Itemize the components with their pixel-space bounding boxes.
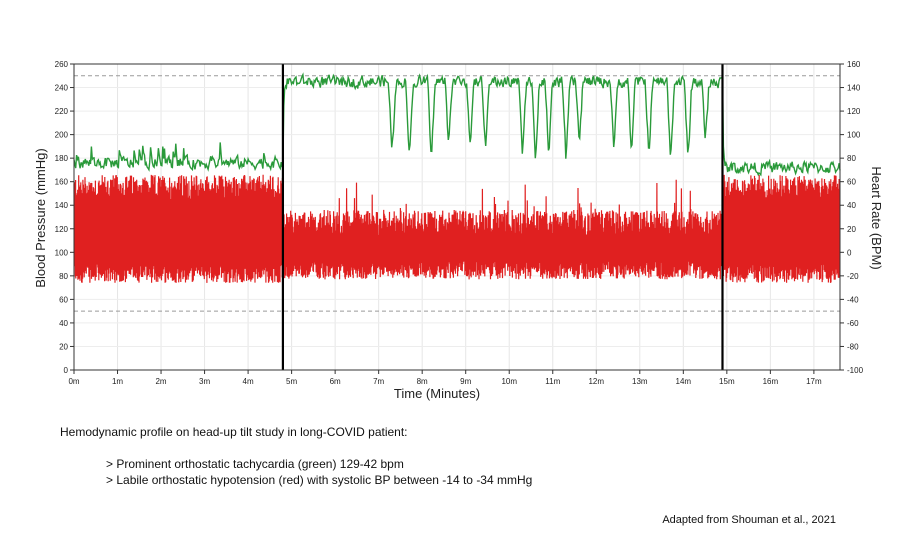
left-axis-title: Blood Pressure (mmHg) (33, 148, 48, 287)
x-tick-label: 5m (286, 377, 297, 386)
x-tick-label: 6m (330, 377, 341, 386)
axis-ticks: 0m 1m 2m 3m 4m 5m 6m 7m 8m 9m 10m 11m 12m 13m 14m 15m 16… (55, 60, 864, 386)
heart-rate-trace (73, 72, 841, 177)
y-left-tick-label: 80 (59, 272, 68, 281)
y-right-tick-label: 20 (847, 225, 856, 234)
y-right-tick-label: -100 (847, 366, 864, 375)
y-left-tick-label: 140 (55, 201, 69, 210)
caption-bullet-hypotension: > Labile orthostatic hypotension (red) w… (106, 473, 533, 487)
y-right-tick-label: -20 (847, 272, 859, 281)
y-left-tick-label: 120 (55, 225, 69, 234)
y-right-tick-label: 80 (847, 154, 856, 163)
x-tick-label: 9m (460, 377, 471, 386)
y-left-tick-label: 220 (55, 107, 69, 116)
x-tick-label: 12m (588, 377, 604, 386)
x-tick-label: 4m (243, 377, 254, 386)
y-left-tick-label: 20 (59, 342, 68, 351)
x-tick-label: 17m (806, 377, 822, 386)
blood-pressure-trace (73, 174, 841, 283)
x-tick-label: 1m (112, 377, 123, 386)
x-tick-label: 15m (719, 377, 735, 386)
y-right-tick-label: 160 (847, 60, 861, 69)
y-right-tick-label: -40 (847, 295, 859, 304)
y-left-tick-label: 0 (64, 366, 69, 375)
y-left-tick-label: 200 (55, 131, 69, 140)
y-left-tick-label: 240 (55, 84, 69, 93)
blood-pressure-series (73, 174, 841, 283)
x-tick-label: 11m (545, 377, 560, 386)
y-left-tick-label: 40 (59, 319, 68, 328)
y-right-tick-label: 60 (847, 178, 856, 187)
y-right-tick-label: 100 (847, 131, 861, 140)
heart-rate-series (73, 72, 841, 177)
source-credit: Adapted from Shouman et al., 2021 (662, 514, 836, 526)
tilt-event-markers (281, 64, 724, 370)
x-tick-label: 10m (501, 377, 517, 386)
x-tick-label: 16m (763, 377, 779, 386)
right-axis-title: Heart Rate (BPM) (869, 166, 884, 269)
y-left-tick-label: 100 (55, 248, 69, 257)
plot-border (73, 63, 841, 371)
x-tick-label: 13m (632, 377, 648, 386)
y-left-tick-label: 160 (55, 178, 69, 187)
x-tick-label: 14m (676, 377, 692, 386)
y-right-tick-label: -60 (847, 319, 859, 328)
y-right-tick-label: 40 (847, 201, 856, 210)
y-left-tick-label: 260 (55, 60, 69, 69)
x-tick-label: 2m (155, 377, 166, 386)
x-tick-label: 3m (199, 377, 210, 386)
plot-frame (73, 63, 841, 371)
caption-bullet-tachycardia: > Prominent orthostatic tachycardia (gre… (106, 457, 404, 471)
hemodynamic-chart: 0m 1m 2m 3m 4m 5m 6m 7m 8m 9m 10m 11m 12m 13m 14m 15m 16… (33, 60, 884, 401)
y-right-tick-label: 140 (847, 84, 861, 93)
x-axis-title: Time (Minutes) (394, 386, 480, 401)
x-tick-label: 0m (68, 377, 79, 386)
y-right-tick-label: -80 (847, 342, 859, 351)
y-right-tick-label: 0 (847, 248, 852, 257)
y-left-tick-label: 180 (55, 154, 69, 163)
y-right-tick-label: 120 (847, 107, 861, 116)
x-tick-label: 8m (417, 377, 428, 386)
x-tick-label: 7m (373, 377, 384, 386)
caption-title: Hemodynamic profile on head-up tilt stud… (60, 425, 408, 439)
y-left-tick-label: 60 (59, 295, 68, 304)
